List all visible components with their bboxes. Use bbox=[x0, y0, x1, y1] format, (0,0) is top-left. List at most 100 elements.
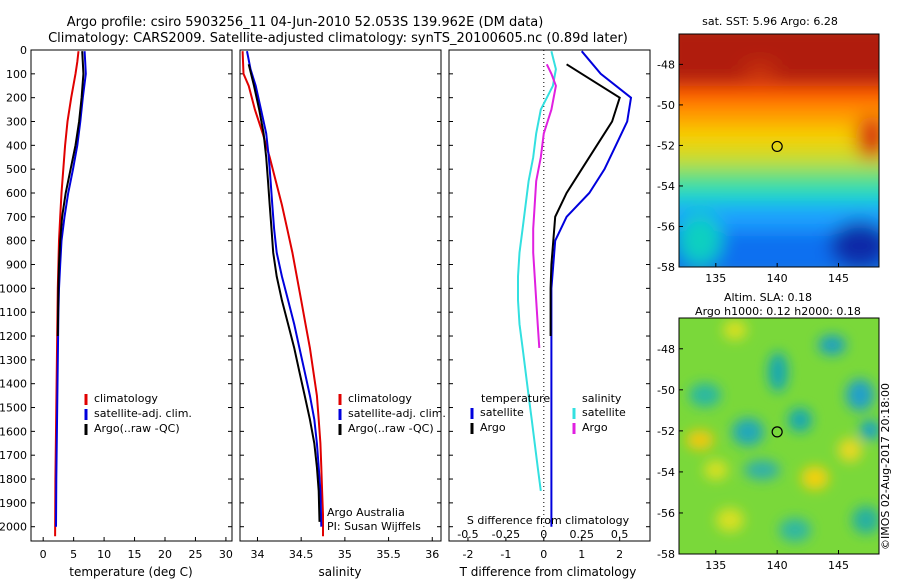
x-tick-label: 25 bbox=[188, 548, 202, 561]
lon-tick-label: 140 bbox=[767, 272, 788, 285]
x-tick-label: 34 bbox=[250, 548, 264, 561]
s-difference-tick-labels: -0.5 -0.25 0 0.25 0.5 bbox=[457, 528, 628, 541]
pi-note: PI: Susan Wijffels bbox=[327, 520, 421, 533]
x-tick-label: 20 bbox=[158, 548, 172, 561]
lat-tick-label: -58 bbox=[657, 548, 675, 561]
sla-map-panel: Altim. SLA: 0.18 Argo h1000: 0.12 h2000:… bbox=[657, 291, 880, 572]
salinity-series bbox=[241, 51, 324, 537]
s-diff-tick-label: -0.5 bbox=[457, 528, 478, 541]
x-tick-label: 10 bbox=[97, 548, 111, 561]
temperature-tick-labels: 0 5 10 15 20 25 30 bbox=[40, 537, 233, 561]
depth-tick-label: 400 bbox=[6, 139, 27, 152]
t-diff-tick-label: 1 bbox=[578, 548, 585, 561]
figure-title-line2: Climatology: CARS2009. Satellite-adjuste… bbox=[48, 31, 628, 46]
legend-label: satellite-adj. clim. bbox=[94, 407, 192, 420]
depth-tick-label: 100 bbox=[6, 68, 27, 81]
difference-legend: temperature salinitysatelliteArgosatellit… bbox=[470, 392, 626, 434]
depth-tick-label: 300 bbox=[6, 116, 27, 129]
x-tick-label: 15 bbox=[128, 548, 142, 561]
figure-title-line1: Argo profile: csiro 5903256_11 04-Jun-20… bbox=[67, 15, 544, 30]
temperature-panel: 0100200300400500600700800900100011001200… bbox=[0, 44, 650, 579]
depth-tick-label: 900 bbox=[6, 259, 27, 272]
legend-label: satellite bbox=[480, 406, 524, 419]
s-difference-axis-label: S difference from climatology bbox=[467, 514, 630, 527]
depth-tick-label: 1300 bbox=[0, 354, 27, 367]
series-line-argo-raw-qc- bbox=[247, 64, 321, 522]
depth-tick-label: 600 bbox=[6, 187, 27, 200]
sst-map-panel: sat. SST: 5.96 Argo: 6.28 135 140 145 -48 -5… bbox=[657, 15, 880, 285]
x-tick-label: 35.5 bbox=[376, 548, 401, 561]
salinity-panel: 34 34.5 35 35.5 36 climatology satellite-adj.… bbox=[239, 49, 446, 579]
legend-label: satellite-adj. clim. bbox=[348, 407, 446, 420]
salinity-tick-labels: 34 34.5 35 35.5 36 bbox=[250, 537, 439, 561]
argo-location-marker bbox=[771, 140, 783, 153]
depth-tick-label: 1400 bbox=[0, 378, 27, 391]
sst-map-frame bbox=[678, 33, 880, 268]
depth-tick-label: 0 bbox=[20, 44, 27, 57]
lat-tick-label: -50 bbox=[657, 384, 675, 397]
depth-tick-label: 1600 bbox=[0, 425, 27, 438]
depth-tick-label: 1900 bbox=[0, 497, 27, 510]
temperature-series bbox=[54, 51, 87, 537]
temperature-axes-frame bbox=[30, 49, 233, 542]
depth-tick-label: 500 bbox=[6, 163, 27, 176]
depth-tick-label: 700 bbox=[6, 211, 27, 224]
legend-label: climatology bbox=[94, 392, 158, 405]
lon-tick-label: 145 bbox=[828, 559, 849, 572]
difference-panel: -2 -1 0 1 2 -0.5 -0.25 0 0.25 0.5 temperature sal… bbox=[448, 49, 651, 579]
sst-map-tick-labels: 135 140 145 -48 -50 -52 -54 -56 -58 bbox=[657, 58, 849, 285]
depth-tick-label: 1500 bbox=[0, 402, 27, 415]
lat-tick-label: -54 bbox=[657, 466, 675, 479]
temperature-legend: climatology satellite-adj. clim. Argo(..ra… bbox=[84, 392, 192, 435]
lat-tick-label: -58 bbox=[657, 261, 675, 274]
sla-map-title-line1: Altim. SLA: 0.18 bbox=[724, 291, 812, 304]
t-diff-tick-label: -1 bbox=[500, 548, 511, 561]
t-diff-tick-label: 2 bbox=[616, 548, 623, 561]
legend-label: Argo bbox=[582, 421, 608, 434]
lat-tick-label: -54 bbox=[657, 180, 675, 193]
s-diff-tick-label: 0.25 bbox=[569, 528, 594, 541]
depth-tick-label: 1700 bbox=[0, 449, 27, 462]
lat-tick-label: -56 bbox=[657, 220, 675, 233]
salinity-axes-frame bbox=[239, 49, 442, 542]
legend-label: Argo bbox=[480, 421, 506, 434]
lat-tick-label: -52 bbox=[657, 139, 675, 152]
diff-series-salinity-satellite bbox=[517, 50, 557, 492]
temperature-axis-label: temperature (deg C) bbox=[69, 565, 192, 579]
depth-tick-label: 1000 bbox=[0, 282, 27, 295]
lat-tick-label: -48 bbox=[657, 343, 675, 356]
legend-label: satellite bbox=[582, 406, 626, 419]
s-diff-tick-label: -0.25 bbox=[492, 528, 520, 541]
difference-series bbox=[517, 50, 633, 527]
series-line-argo-raw-qc- bbox=[56, 51, 85, 337]
sla-map-tick-labels: 135 140 145 -48 -50 -52 -54 -56 -58 bbox=[657, 343, 849, 572]
lat-tick-label: -50 bbox=[657, 99, 675, 112]
difference-axes-frame bbox=[448, 49, 651, 542]
sla-field bbox=[679, 318, 879, 554]
depth-tick-label: 800 bbox=[6, 235, 27, 248]
depth-tick-label: 1200 bbox=[0, 330, 27, 343]
salinity-legend: climatology satellite-adj. clim. Argo(..ra… bbox=[338, 392, 446, 435]
series-line-climatology bbox=[241, 51, 324, 537]
argo-location-marker bbox=[771, 426, 783, 438]
x-tick-label: 5 bbox=[70, 548, 77, 561]
s-diff-tick-label: 0.5 bbox=[611, 528, 629, 541]
sla-map-frame bbox=[678, 317, 880, 555]
depth-tick-label: 1800 bbox=[0, 473, 27, 486]
x-tick-label: 35 bbox=[338, 548, 352, 561]
lon-tick-label: 135 bbox=[705, 559, 726, 572]
x-tick-label: 30 bbox=[219, 548, 233, 561]
diff-series-temperature-argo bbox=[549, 63, 621, 336]
t-diff-tick-label: -2 bbox=[462, 548, 473, 561]
sla-map-title-line2: Argo h1000: 0.12 h2000: 0.18 bbox=[695, 305, 861, 318]
lon-tick-label: 135 bbox=[705, 272, 726, 285]
series-line-satellite-adj-clim- bbox=[246, 51, 323, 527]
lon-tick-label: 145 bbox=[828, 272, 849, 285]
x-tick-label: 0 bbox=[40, 548, 47, 561]
legend-header-salinity: salinity bbox=[582, 392, 622, 405]
legend-label: Argo(..raw -QC) bbox=[348, 422, 434, 435]
lat-tick-label: -56 bbox=[657, 507, 675, 520]
legend-label: climatology bbox=[348, 392, 412, 405]
series-line-satellite-adj-clim- bbox=[55, 51, 87, 527]
